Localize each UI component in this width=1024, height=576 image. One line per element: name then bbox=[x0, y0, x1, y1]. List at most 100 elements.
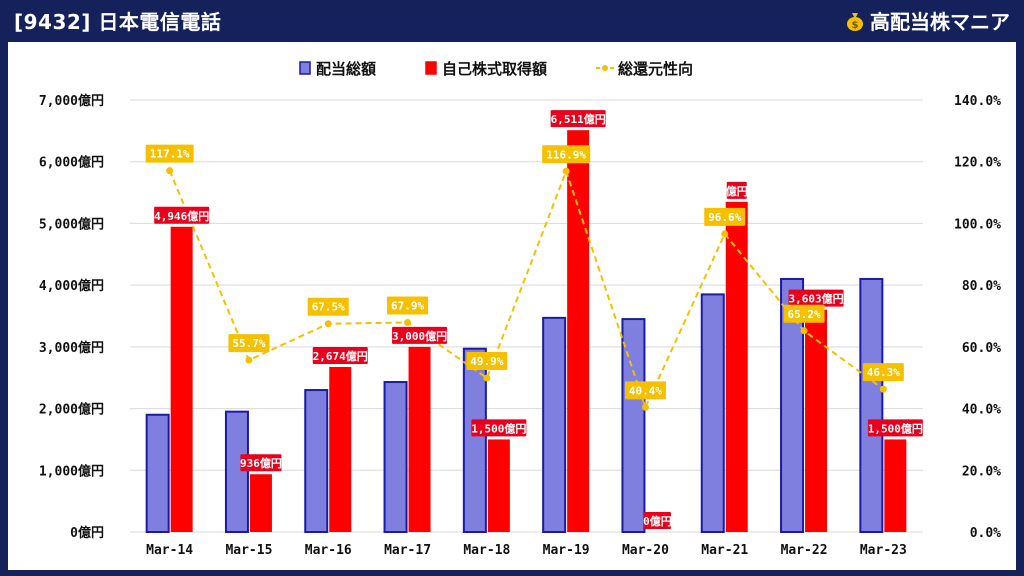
buyback-label-box bbox=[550, 110, 606, 128]
ratio-data-label: 40.4% bbox=[629, 384, 662, 397]
buyback-label-box bbox=[240, 454, 282, 472]
y2-tick-label: 0.0% bbox=[970, 526, 1001, 541]
ratio-point bbox=[721, 230, 729, 238]
y2-tick-label: 80.0% bbox=[962, 279, 1001, 294]
buyback-label-box bbox=[788, 289, 844, 307]
x-tick-label: Mar-21 bbox=[701, 543, 748, 558]
y2-tick-label: 40.0% bbox=[962, 403, 1001, 418]
bar-buyback bbox=[805, 309, 828, 532]
legend-label: 配当総額 bbox=[316, 60, 376, 78]
legend-marker bbox=[602, 65, 608, 71]
chart-panel: 0億円 1,000億円 2,000億円 3,000億円 4,000億円 5,000億円 6,… bbox=[8, 42, 1016, 570]
brand-logo: $ 高配当株マニア bbox=[844, 6, 1010, 35]
ratio-label-box bbox=[145, 144, 194, 163]
buyback-data-label: 936億円 bbox=[240, 456, 282, 470]
ratio-label-box bbox=[704, 207, 746, 226]
ratio-point bbox=[404, 318, 412, 326]
x-tick-label: Mar-14 bbox=[146, 543, 193, 558]
y-tick-label: 6,000億円 bbox=[39, 155, 104, 171]
y2-tick-label: 60.0% bbox=[962, 341, 1001, 356]
bar-dividend bbox=[383, 381, 408, 533]
buyback-data-label: 4,946億円 bbox=[154, 209, 209, 223]
bar-dividend bbox=[621, 318, 646, 534]
x-tick-label: Mar-16 bbox=[305, 543, 352, 558]
ratio-data-label: 116.9% bbox=[546, 148, 586, 161]
bar-dividend bbox=[462, 347, 487, 533]
buyback-data-label: 0億円 bbox=[643, 514, 672, 528]
buyback-data-label: 1,500億円 bbox=[868, 421, 923, 435]
page-title: [9432] 日本電信電話 bbox=[14, 10, 222, 34]
y-tick-label: 7,000億円 bbox=[39, 93, 104, 109]
y2-tick-label: 100.0% bbox=[954, 217, 1001, 232]
bar-buyback bbox=[408, 346, 431, 532]
x-tick-label: Mar-23 bbox=[860, 543, 907, 558]
x-tick-label: Mar-22 bbox=[781, 543, 828, 558]
chart-svg: 0億円 1,000億円 2,000億円 3,000億円 4,000億円 5,000億円 6,… bbox=[39, 60, 1001, 558]
ratio-label-box bbox=[624, 381, 666, 400]
x-tick-label: Mar-19 bbox=[543, 543, 590, 558]
ratio-data-label: 49.9% bbox=[470, 355, 503, 368]
buyback-data-label: 6,511億円 bbox=[551, 112, 606, 126]
bar-dividend bbox=[145, 413, 170, 533]
buyback-label-box bbox=[392, 326, 448, 344]
ratio-line bbox=[168, 168, 884, 411]
y-tick-label: 3,000億円 bbox=[39, 340, 104, 356]
buyback-label-box bbox=[867, 419, 923, 437]
buyback-label-box bbox=[726, 181, 747, 199]
ratio-data-label: 46.3% bbox=[867, 366, 900, 379]
ratio-label-box bbox=[228, 334, 270, 353]
ratio-label-box bbox=[862, 363, 904, 382]
y-tick-label: 5,000億円 bbox=[39, 216, 104, 232]
bar-dividend bbox=[304, 389, 329, 533]
ratio-point bbox=[562, 167, 570, 175]
ratio-label-box bbox=[387, 296, 429, 315]
buyback-data-label: 3,000億円 bbox=[392, 329, 447, 343]
ratio-data-label: 117.1% bbox=[150, 148, 190, 161]
bar-buyback bbox=[567, 130, 590, 532]
ratio-data-label: 65.2% bbox=[787, 308, 820, 321]
bar-buyback bbox=[884, 439, 907, 532]
ratio-label-box bbox=[307, 297, 349, 316]
bar-dividend bbox=[542, 316, 567, 534]
bar-dividend bbox=[700, 293, 725, 533]
ratio-label-box bbox=[466, 352, 508, 371]
buyback-label-box bbox=[471, 419, 527, 437]
bar-buyback bbox=[249, 474, 272, 532]
ratio-point bbox=[166, 167, 174, 175]
bar-dividend bbox=[859, 277, 884, 533]
y-tick-label: 4,000億円 bbox=[39, 278, 104, 294]
ratio-point bbox=[324, 320, 332, 328]
x-tick-label: Mar-18 bbox=[463, 543, 510, 558]
legend-label: 自己株式取得額 bbox=[442, 60, 547, 78]
buyback-data-label: 2,674億円 bbox=[313, 349, 368, 363]
ratio-data-label: 67.5% bbox=[312, 301, 345, 314]
ratio-data-label: 55.7% bbox=[232, 337, 265, 350]
x-tick-label: Mar-15 bbox=[225, 543, 272, 558]
money-bag-icon: $ bbox=[847, 12, 863, 31]
y-tick-label: 2,000億円 bbox=[39, 402, 104, 418]
legend-swatch bbox=[299, 61, 311, 75]
y2-tick-label: 120.0% bbox=[954, 156, 1001, 171]
bar-dividend bbox=[224, 410, 249, 533]
ratio-point bbox=[483, 374, 491, 382]
bar-buyback bbox=[329, 366, 352, 532]
legend-swatch bbox=[425, 61, 437, 75]
bar-dividend bbox=[780, 277, 805, 533]
bar-buyback bbox=[170, 226, 193, 532]
ratio-label-box bbox=[783, 304, 825, 323]
x-tick-label: Mar-17 bbox=[384, 543, 431, 558]
ratio-data-label: 96.6% bbox=[708, 211, 741, 224]
buyback-label-box bbox=[154, 206, 210, 224]
bar-buyback bbox=[487, 439, 510, 532]
buyback-data-label: 1,500億円 bbox=[471, 421, 526, 435]
y-tick-label: 0億円 bbox=[70, 525, 104, 541]
ratio-point bbox=[879, 385, 887, 393]
y2-tick-label: 140.0% bbox=[954, 94, 1001, 109]
brand-name: 高配当株マニア bbox=[870, 10, 1010, 34]
bar-buyback bbox=[725, 201, 748, 533]
ratio-point bbox=[245, 356, 253, 364]
ratio-data-label: 67.9% bbox=[391, 299, 424, 312]
buyback-label-box bbox=[643, 512, 671, 529]
x-tick-label: Mar-20 bbox=[622, 543, 669, 558]
